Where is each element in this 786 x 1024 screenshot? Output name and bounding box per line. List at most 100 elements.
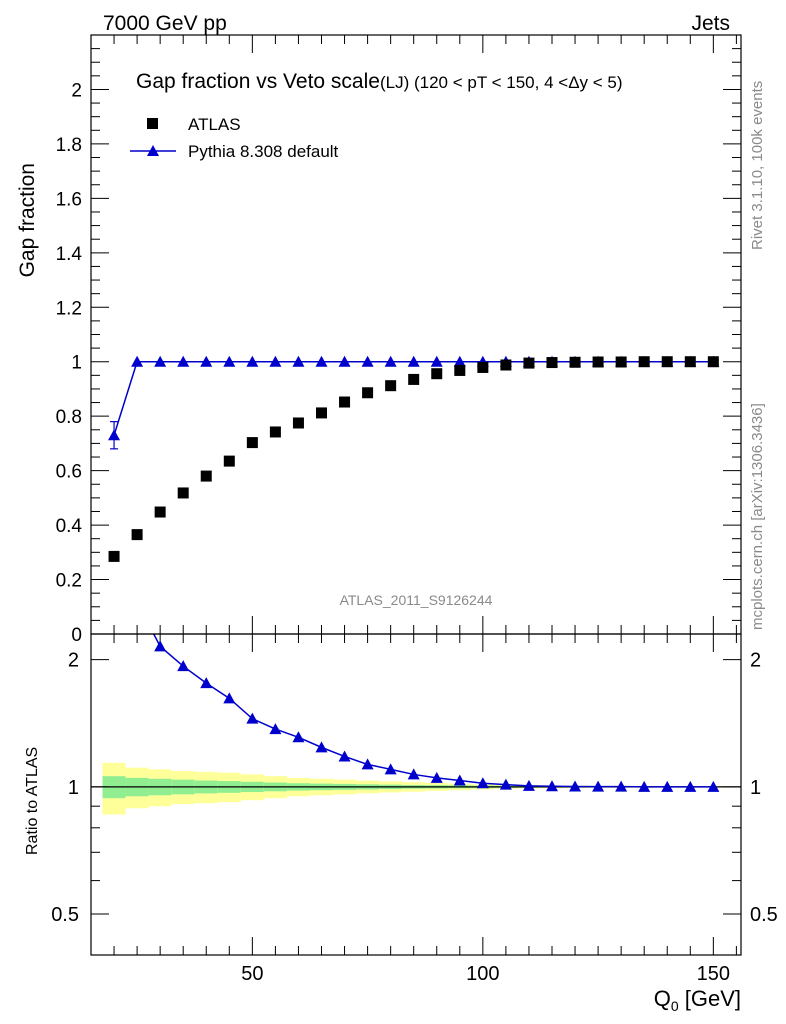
ratio-pythia-point [269, 723, 282, 735]
ratio-pythia-point [200, 677, 213, 689]
atlas-point [246, 437, 258, 449]
ratio-y-tick-label: 2 [68, 650, 79, 672]
x-axis-title: Q0 [GeV] [654, 986, 741, 1014]
ratio-pythia-point [499, 778, 512, 790]
pythia-point [453, 355, 466, 367]
ratio-pythia-point [338, 750, 351, 762]
mcplots-label: mcplots.cern.ch [arXiv:1306.3436] [749, 403, 766, 630]
x-tick-label: 150 [697, 963, 730, 985]
ratio-plot-mc-series [152, 634, 720, 792]
ratio-pythia-point [430, 771, 443, 783]
legend-label-atlas: ATLAS [188, 115, 241, 134]
ratio-pythia-point [246, 712, 259, 724]
header-right-label: Jets [691, 12, 730, 35]
ratio-pythia-point [407, 768, 420, 780]
ratio-pythia-point [684, 780, 697, 792]
pythia-point [154, 355, 167, 367]
pythia-point [269, 355, 282, 367]
x-tick-label: 50 [241, 963, 263, 985]
pythia-point [177, 355, 190, 367]
atlas-point [684, 356, 696, 368]
main-y-tick-label: 0.6 [56, 462, 82, 483]
pythia-point [292, 355, 305, 367]
ratio-y-tick-label: 0.5 [51, 904, 79, 926]
atlas-point [638, 356, 650, 368]
atlas-point [177, 487, 189, 499]
main-y-tick-label: 1 [71, 353, 82, 374]
ratio-pythia-point [292, 731, 305, 743]
main-y-tick-label: 1.8 [56, 135, 82, 156]
ratio-mc-clip-group [152, 634, 720, 792]
pythia-point [131, 355, 144, 367]
ratio-plot-frame [90, 633, 742, 956]
atlas-point [707, 356, 719, 368]
x-axis-title-main: Q [654, 986, 671, 1011]
atlas-point [200, 470, 212, 482]
atlas-point [339, 396, 351, 408]
main-y-tick-label: 0.2 [56, 571, 82, 592]
chart-title-main: Gap fraction vs Veto scale [136, 70, 380, 93]
main-y-tick-label: 0.4 [56, 516, 83, 537]
atlas-point [223, 455, 235, 467]
header-left-label: 7000 GeV pp [103, 12, 227, 35]
pythia-point [407, 355, 420, 367]
atlas-point [661, 356, 673, 368]
ratio-pythia-point [592, 780, 605, 792]
main-plot-ticks: 0 0.2 0.4 0.6 0.8 1 1.2 1.4 1.6 1.8 2 [56, 34, 741, 646]
atlas-point [108, 550, 120, 562]
atlas-point [592, 356, 604, 368]
atlas-point [269, 426, 281, 438]
pythia-point [200, 355, 213, 367]
main-plot-mc-series [108, 355, 720, 450]
atlas-point [362, 387, 374, 399]
pythia-point [246, 355, 259, 367]
ratio-ylabel: Ratio to ATLAS [24, 747, 41, 855]
pythia-point [108, 429, 121, 441]
legend-marker-atlas [147, 118, 158, 129]
atlas-point [431, 368, 443, 380]
rivet-version-label: Rivet 3.1.10, 100k events [749, 81, 766, 250]
analysis-watermark: ATLAS_2011_S9126244 [340, 592, 493, 608]
atlas-point [154, 506, 166, 518]
pythia-point [338, 355, 351, 367]
ratio-y-tick-label-right: 0.5 [750, 904, 778, 926]
legend-marker-pythia [147, 145, 159, 156]
pythia-point [384, 355, 397, 367]
ratio-pythia-point [315, 741, 328, 753]
atlas-point [477, 361, 489, 373]
ratio-pythia-point [154, 640, 167, 652]
main-y-tick-label: 1.2 [56, 298, 82, 319]
ratio-y-tick-label-right: 1 [750, 777, 761, 799]
ratio-pythia-point [545, 780, 558, 792]
ratio-pythia-point [361, 758, 374, 770]
pythia-point [315, 355, 328, 367]
ratio-pythia-point [476, 777, 489, 789]
ratio-pythia-point [661, 780, 674, 792]
pythia-point [361, 355, 374, 367]
pythia-point [223, 355, 236, 367]
ratio-pythia-point [522, 779, 535, 791]
main-ylabel: Gap fraction [16, 163, 39, 277]
atlas-point [408, 373, 420, 385]
main-plot-data-series [108, 356, 719, 562]
ratio-pythia-point [638, 780, 651, 792]
main-y-tick-label: 1.4 [56, 244, 83, 265]
x-axis-title-subscript: 0 [671, 998, 679, 1014]
atlas-point [569, 356, 581, 368]
legend: ATLAS Pythia 8.308 default [130, 115, 339, 161]
atlas-point [500, 359, 512, 371]
ratio-pythia-point [569, 780, 582, 792]
atlas-point [315, 407, 327, 419]
ratio-pythia-point [615, 780, 628, 792]
x-tick-label: 100 [466, 963, 499, 985]
atlas-point [546, 357, 558, 369]
ratio-pythia-point [384, 763, 397, 775]
x-axis-title-unit: [GeV] [679, 986, 741, 1011]
chart-title: Gap fraction vs Veto scale(LJ) (120 < pT… [136, 70, 623, 93]
ratio-pythia-point [223, 692, 236, 704]
ratio-pythia-point [453, 774, 466, 786]
ratio-y-tick-label-right: 2 [750, 650, 761, 672]
ratio-y-tick-label: 1 [68, 777, 79, 799]
atlas-point [131, 529, 143, 541]
